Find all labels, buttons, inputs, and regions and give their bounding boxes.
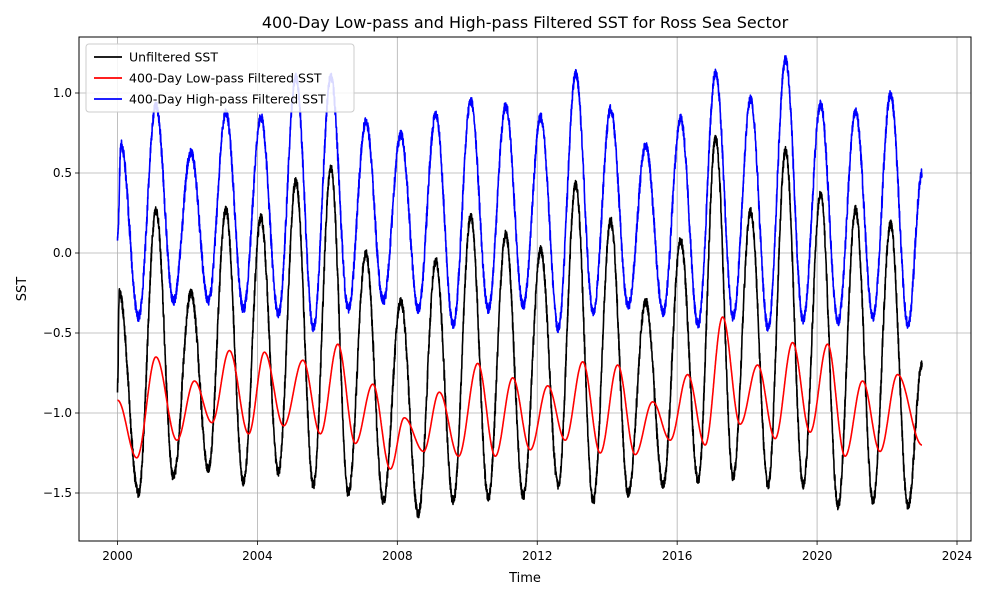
grid-lines [79, 37, 971, 541]
x-axis: 2000 2004 2008 2012 2016 2020 2024 [102, 541, 972, 563]
chart-title: 400-Day Low-pass and High-pass Filtered … [262, 13, 789, 32]
legend-entry-label: Unfiltered SST [129, 50, 218, 65]
lowpass-sst-line [116, 316, 923, 470]
x-tick-label: 2020 [802, 549, 833, 563]
legend-entry-label: 400-Day Low-pass Filtered SST [129, 71, 322, 86]
y-tick-label: 0.5 [53, 166, 72, 180]
x-tick-label: 2024 [942, 549, 973, 563]
plot-frame [78, 36, 972, 542]
x-tick-label: 2000 [102, 549, 133, 563]
y-axis: −1.5 −1.0 −0.5 0.0 0.5 1.0 [43, 86, 79, 500]
x-tick-label: 2012 [522, 549, 553, 563]
y-tick-label: 1.0 [53, 86, 72, 100]
y-tick-label: −1.5 [43, 486, 72, 500]
legend-entry-label: 400-Day High-pass Filtered SST [129, 92, 326, 107]
x-tick-label: 2004 [242, 549, 273, 563]
y-tick-label: −0.5 [43, 326, 72, 340]
legend: Unfiltered SST 400-Day Low-pass Filtered … [85, 43, 355, 113]
x-tick-label: 2016 [662, 549, 693, 563]
highpass-sst-line [116, 55, 923, 334]
series-lines [116, 55, 923, 519]
y-tick-label: 0.0 [53, 246, 72, 260]
legend-box [85, 43, 355, 113]
y-tick-label: −1.0 [43, 406, 72, 420]
x-axis-label: Time [508, 571, 541, 586]
y-axis-label: SST [15, 277, 30, 302]
unfiltered-sst-line [116, 134, 923, 519]
x-tick-label: 2008 [382, 549, 413, 563]
